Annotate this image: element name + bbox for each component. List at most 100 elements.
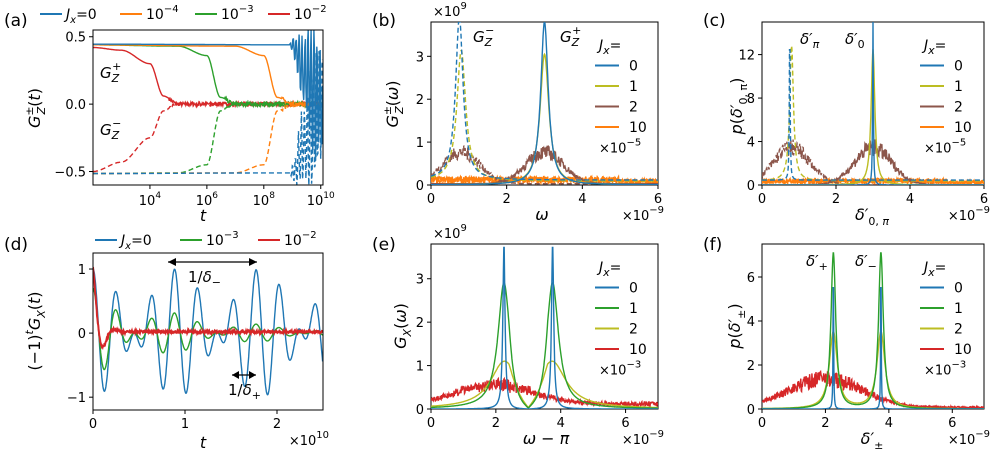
x-tick-label: 2	[832, 192, 840, 207]
y-tick-label: 4	[747, 315, 755, 330]
panel-a-plot	[93, 30, 323, 185]
y-tick-label: 2	[747, 359, 755, 374]
series-line	[762, 369, 984, 409]
panel-e-xlabel: ω − π	[523, 429, 570, 448]
panel-d-ylabel: (−1)tGX(t)	[23, 291, 48, 370]
series-line-plus	[93, 30, 323, 161]
panel-a-ylabel: G±Z(t)	[23, 88, 48, 128]
x-tick-label: 6	[621, 416, 629, 431]
panel-c-label: (c)	[703, 11, 726, 31]
legend-entry-label: 1	[954, 301, 963, 317]
panel-b-annotation-gz-plus: GZ+	[560, 24, 581, 49]
x-tick-label: 0	[89, 417, 97, 432]
panel-f-annotation-delta-minus: δ′−	[855, 252, 877, 273]
panel-c-ylabel: p(δ′0, π)	[727, 78, 750, 136]
x-tick-label: 1	[181, 417, 189, 432]
series-line-minus	[431, 22, 658, 181]
legend-title: Jx=	[596, 38, 621, 57]
legend-entry-label: 1	[629, 301, 638, 317]
text-span: −9	[975, 429, 990, 440]
y-tick-label: 0	[78, 327, 86, 342]
text-span: ×10	[924, 142, 951, 157]
text-span: J	[596, 260, 603, 276]
series-line-minus	[93, 51, 323, 185]
panel-d-label: (d)	[4, 235, 28, 255]
series-line	[93, 266, 323, 351]
legend-entry-label: 10−4	[146, 4, 179, 23]
legend-entry-label: 1	[954, 79, 963, 95]
series-line-minus	[431, 49, 658, 182]
panel-d-period-plus-arrow	[232, 371, 256, 379]
text-span: −2	[302, 230, 317, 241]
x-tick-label: 4	[557, 416, 565, 431]
x-tick-label: 4	[578, 192, 586, 207]
text-span: −5	[951, 138, 966, 149]
text-span: 8	[269, 191, 275, 201]
legend-entry-label: 10	[954, 342, 972, 358]
x-tick-label: 0	[758, 192, 766, 207]
series-line-plus	[431, 52, 658, 185]
legend-scale: ×10−3	[924, 360, 966, 379]
text-span: 4	[155, 191, 161, 201]
text-span: J	[596, 38, 603, 54]
y-tick-label: 0	[747, 179, 755, 194]
legend-entry-label: 2	[629, 100, 638, 116]
x-tick-label: 2	[821, 416, 829, 431]
panel-a-annotation-gz-plus: GZ+	[100, 60, 121, 85]
x-scale-multiplier: ×10−9	[948, 429, 990, 448]
legend-scale: ×10−3	[599, 360, 641, 379]
legend-entry-label: 10−2	[294, 4, 327, 23]
text-span: ×10	[622, 209, 649, 224]
legend-title: Jx=	[596, 260, 621, 279]
text-span: =	[935, 38, 947, 54]
text-span: 10	[206, 233, 224, 249]
text-span: J	[921, 260, 928, 276]
x-tick-label: 108	[253, 191, 276, 209]
x-tick-label: 6	[980, 192, 988, 207]
text-span: x	[602, 44, 610, 57]
panel-d-ticks: 0 1 210−1×1010	[67, 263, 329, 449]
legend-scale: ×10−5	[599, 138, 641, 157]
text-span: ×10	[924, 364, 951, 379]
y-tick-label: 2	[416, 316, 424, 331]
panel-f-plot	[762, 252, 984, 409]
x-scale-multiplier: ×10−9	[622, 205, 664, 224]
panel-a-annotation-gz-minus: GZ−	[100, 117, 121, 142]
series-line-plus	[93, 44, 323, 109]
legend-entry-label: 0	[954, 59, 963, 75]
text-span: ×10	[433, 227, 460, 242]
text-span: 6	[212, 191, 218, 201]
text-span: =	[935, 260, 947, 276]
text-span: ×10	[289, 434, 316, 449]
series-line	[431, 281, 658, 409]
text-span: ×10	[599, 364, 626, 379]
x-tick-label: 2	[492, 416, 500, 431]
series-line-plus	[431, 22, 658, 185]
series-line	[762, 287, 984, 409]
text-span: =0	[131, 233, 152, 249]
text-span: x	[124, 241, 131, 252]
text-span: ×10	[433, 5, 460, 20]
text-span: x	[927, 266, 935, 279]
y-tick-label: 0	[747, 403, 755, 418]
x-tick-label: 0	[427, 192, 435, 207]
text-span: =	[610, 260, 622, 276]
text-span: 9	[460, 1, 466, 12]
text-span: x	[927, 44, 935, 57]
panel-b-plot	[431, 22, 658, 185]
panel-f-ylabel: p(δ′±)	[725, 303, 748, 349]
y-tick-label: 12	[738, 49, 755, 64]
legend-scale: ×10−5	[924, 138, 966, 157]
series-line-minus	[93, 99, 323, 175]
y-tick-label: 6	[747, 271, 755, 286]
text-span: −9	[649, 429, 664, 440]
panel-b-xlabel: ω	[535, 205, 548, 224]
